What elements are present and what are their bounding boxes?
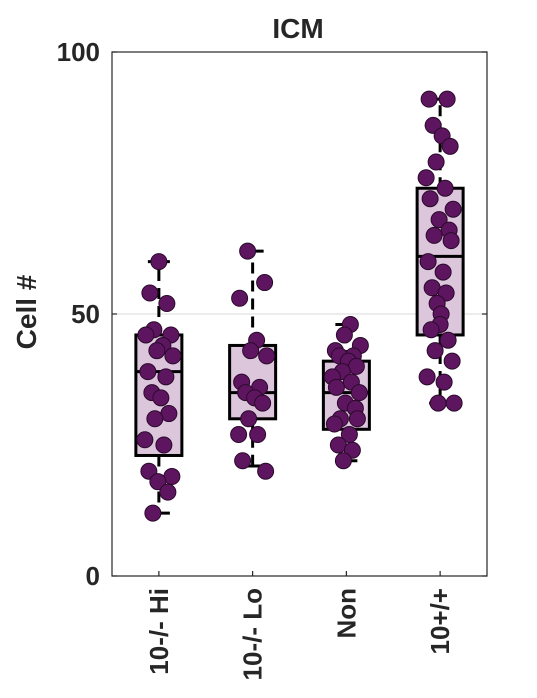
data-point xyxy=(149,473,167,491)
x-tick-label: 10-/- Lo xyxy=(238,588,268,680)
data-point xyxy=(146,410,164,428)
y-axis-label: Cell # xyxy=(11,274,42,349)
data-point xyxy=(139,363,157,381)
x-tick-label: Non xyxy=(331,588,361,639)
data-point xyxy=(242,342,260,360)
data-point xyxy=(256,274,274,292)
data-point xyxy=(164,347,182,365)
data-point xyxy=(425,226,443,244)
data-point xyxy=(152,389,170,407)
data-point xyxy=(434,263,452,281)
data-point xyxy=(141,284,159,302)
data-point xyxy=(159,483,177,501)
data-point xyxy=(231,289,249,307)
data-point xyxy=(439,331,457,349)
data-point xyxy=(438,90,456,108)
data-point xyxy=(158,295,176,313)
data-point xyxy=(234,452,252,470)
y-tick-label: 50 xyxy=(71,299,100,329)
data-point xyxy=(240,410,258,428)
data-point xyxy=(325,415,343,433)
data-point xyxy=(350,384,368,402)
data-point xyxy=(230,426,248,444)
data-point xyxy=(418,368,436,386)
x-tick-label: 10+/+ xyxy=(425,588,455,655)
data-point xyxy=(155,436,173,454)
chart-title: ICM xyxy=(272,13,323,44)
tick-layer: 0 50 100 10-/- Hi 10-/- Lo Non 10+/+ xyxy=(57,37,487,680)
data-point xyxy=(435,373,453,391)
data-point xyxy=(436,179,454,197)
data-point xyxy=(249,426,267,444)
data-point xyxy=(419,253,437,271)
data-point xyxy=(257,462,275,480)
data-point xyxy=(421,190,439,208)
data-point xyxy=(239,242,257,260)
data-point xyxy=(327,378,345,396)
x-tick-label: 10-/- Hi xyxy=(144,588,174,675)
data-point xyxy=(150,253,168,271)
y-tick-label: 0 xyxy=(86,561,100,591)
data-point xyxy=(148,342,166,360)
data-point xyxy=(334,452,352,470)
data-point xyxy=(422,321,440,339)
data-point xyxy=(348,410,366,428)
data-point xyxy=(254,394,272,412)
data-point xyxy=(443,352,461,370)
data-point xyxy=(258,347,276,365)
data-point xyxy=(137,326,155,344)
data-point xyxy=(335,326,353,344)
data-point xyxy=(441,137,459,155)
data-point xyxy=(444,200,462,218)
point-layer xyxy=(136,90,463,522)
y-tick-label: 100 xyxy=(57,37,100,67)
data-point xyxy=(136,431,154,449)
box-layer xyxy=(134,97,465,515)
data-point xyxy=(442,232,460,250)
data-point xyxy=(430,211,448,229)
data-point xyxy=(426,342,444,360)
data-point xyxy=(427,153,445,171)
data-point xyxy=(445,394,463,412)
data-point xyxy=(144,504,162,522)
data-point xyxy=(417,169,435,187)
data-point xyxy=(429,394,447,412)
data-point xyxy=(157,368,175,386)
data-point xyxy=(420,90,438,108)
